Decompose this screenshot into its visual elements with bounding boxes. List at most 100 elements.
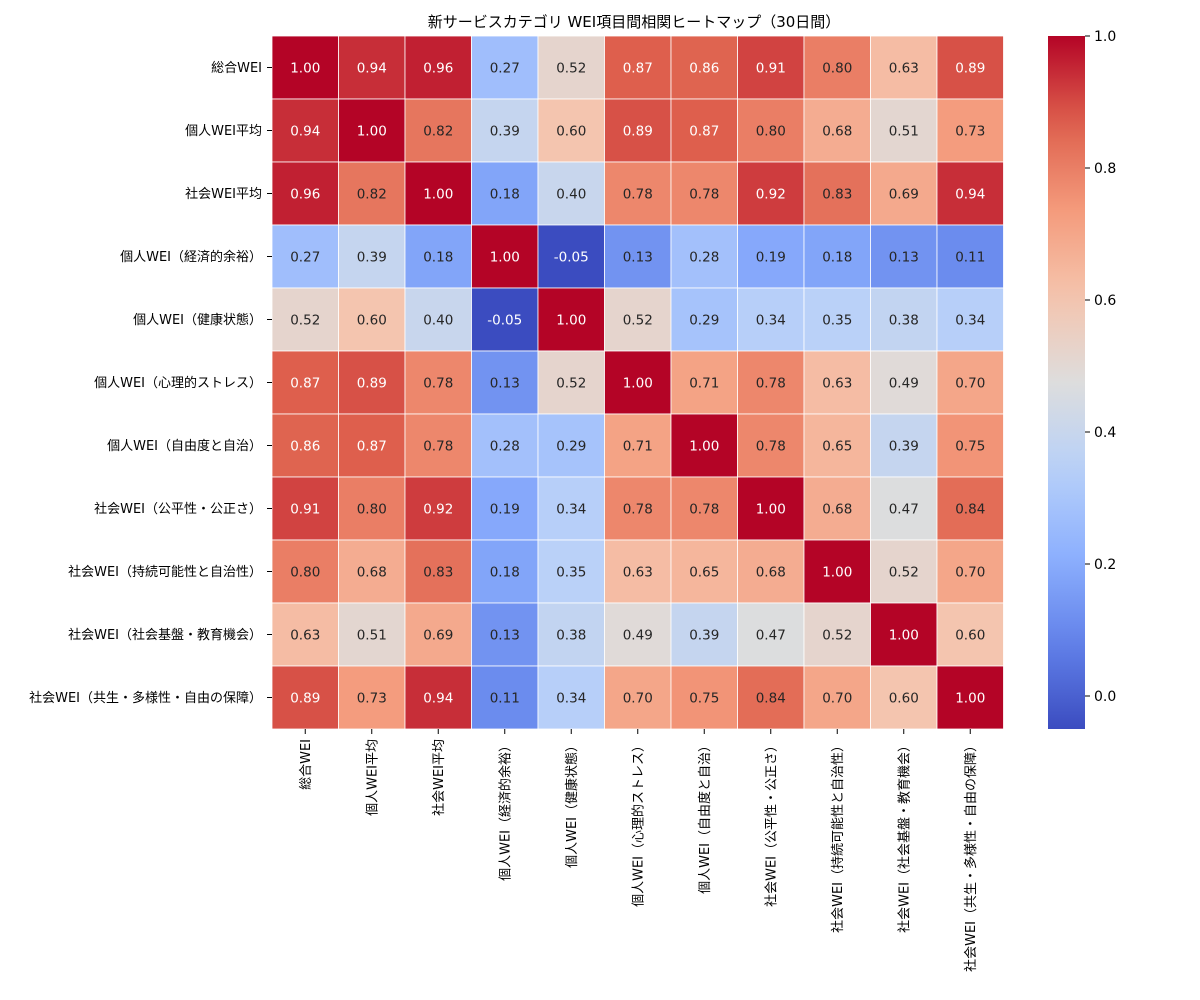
cell-value-label: 0.63 [623, 565, 653, 581]
cell-value-label: 0.13 [623, 250, 653, 266]
colorbar-tick-label: 0.6 [1094, 293, 1116, 309]
cell-value-label: 0.91 [290, 502, 320, 518]
heatmap-cell [404, 539, 472, 604]
heatmap-cell [537, 287, 605, 352]
cell-value-label: 0.71 [623, 439, 653, 455]
cell-value-label: 0.28 [689, 250, 719, 266]
column-label: 社会WEI（公平性・公正さ） [763, 739, 779, 907]
heatmap-cell [870, 287, 938, 352]
cell-value-label: 0.92 [756, 187, 786, 203]
row-label: 社会WEI（社会基盤・教育機会） [68, 627, 262, 643]
heatmap-cell [604, 98, 672, 163]
cell-value-label: 0.94 [290, 124, 320, 140]
heatmap-cell [870, 476, 938, 541]
heatmap-cell [670, 161, 738, 226]
colorbar-tick-label: 0.0 [1094, 689, 1116, 705]
cell-value-label: 0.60 [357, 313, 387, 329]
row-label: 個人WEI（自由度と自治） [107, 438, 262, 454]
cell-value-label: 0.40 [423, 313, 453, 329]
cell-value-label: 0.35 [556, 565, 586, 581]
cell-value-label: 1.00 [423, 187, 453, 203]
cell-value-label: 0.65 [822, 439, 852, 455]
cell-value-label: 0.94 [357, 61, 387, 77]
heatmap-cell [803, 665, 871, 730]
heatmap-cell [936, 224, 1004, 289]
cell-value-label: 0.52 [556, 61, 586, 77]
cell-value-label: 0.39 [490, 124, 520, 140]
cell-value-label: 0.19 [756, 250, 786, 266]
cell-value-label: 0.84 [756, 691, 786, 707]
heatmap-cell [271, 287, 339, 352]
heatmap-cell [936, 539, 1004, 604]
cell-value-label: 0.87 [357, 439, 387, 455]
cell-value-label: 0.38 [889, 313, 919, 329]
heatmap-cell [404, 35, 472, 100]
cell-value-label: 0.68 [822, 124, 852, 140]
heatmap-cell [870, 224, 938, 289]
heatmap-cell [471, 287, 539, 352]
colorbar-tick-label: 0.4 [1094, 425, 1116, 441]
cell-value-label: -0.05 [487, 313, 522, 329]
row-label: 社会WEI（公平性・公正さ） [94, 501, 262, 517]
heatmap-cell [604, 476, 672, 541]
cell-value-label: 0.38 [556, 628, 586, 644]
heatmap-cell [604, 539, 672, 604]
heatmap-cell [604, 665, 672, 730]
cell-value-label: 0.80 [357, 502, 387, 518]
heatmap-cell [870, 665, 938, 730]
cell-value-label: 0.68 [822, 502, 852, 518]
cell-value-label: 1.00 [290, 61, 320, 77]
cell-value-label: 0.89 [955, 61, 985, 77]
cell-value-label: 0.34 [556, 691, 586, 707]
heatmap-cell [338, 98, 406, 163]
heatmap-cell [936, 413, 1004, 478]
cell-value-label: 0.70 [955, 565, 985, 581]
heatmap-cell [404, 413, 472, 478]
heatmap-cell [936, 665, 1004, 730]
heatmap-cell [471, 413, 539, 478]
cell-value-label: 1.00 [822, 565, 852, 581]
row-label: 個人WEI平均 [185, 124, 262, 139]
heatmap-cell [338, 287, 406, 352]
cell-value-label: 0.75 [689, 691, 719, 707]
cell-value-label: 0.40 [556, 187, 586, 203]
cell-value-label: 0.78 [623, 502, 653, 518]
cell-value-label: 0.39 [357, 250, 387, 266]
cell-value-label: 0.78 [756, 376, 786, 392]
colorbar-tick-label: 0.2 [1094, 557, 1116, 573]
cell-value-label: -0.05 [554, 250, 589, 266]
cell-value-label: 0.94 [423, 691, 453, 707]
heatmap-cell [471, 350, 539, 415]
heatmap-cell [803, 224, 871, 289]
cell-value-label: 0.86 [689, 61, 719, 77]
cell-value-label: 0.78 [689, 187, 719, 203]
cell-value-label: 0.27 [290, 250, 320, 266]
heatmap-cell [271, 539, 339, 604]
heatmap-cell [803, 602, 871, 667]
cell-value-label: 0.60 [889, 691, 919, 707]
row-label: 社会WEI平均 [185, 186, 262, 202]
heatmap-cell [936, 602, 1004, 667]
heatmap-cell [404, 665, 472, 730]
cell-value-label: 0.13 [889, 250, 919, 266]
heatmap-cell [670, 413, 738, 478]
cell-value-label: 0.34 [556, 502, 586, 518]
cell-value-label: 1.00 [889, 628, 919, 644]
heatmap-cell [803, 98, 871, 163]
row-label: 社会WEI（持続可能性と自治性） [68, 564, 262, 580]
cell-value-label: 0.29 [556, 439, 586, 455]
heatmap-cell [604, 413, 672, 478]
heatmap-cell [404, 161, 472, 226]
cell-value-label: 0.71 [689, 376, 719, 392]
heatmap-cell [537, 161, 605, 226]
heatmap-cell [271, 35, 339, 100]
cell-value-label: 0.83 [822, 187, 852, 203]
cell-value-label: 0.65 [689, 565, 719, 581]
column-label: 社会WEI（持続可能性と自治性） [830, 739, 846, 933]
heatmap-cell [537, 602, 605, 667]
cell-value-label: 0.35 [822, 313, 852, 329]
heatmap-cell [870, 35, 938, 100]
heatmap-cell [737, 98, 805, 163]
column-label: 社会WEI（共生・多様性・自由の保障） [963, 739, 979, 972]
